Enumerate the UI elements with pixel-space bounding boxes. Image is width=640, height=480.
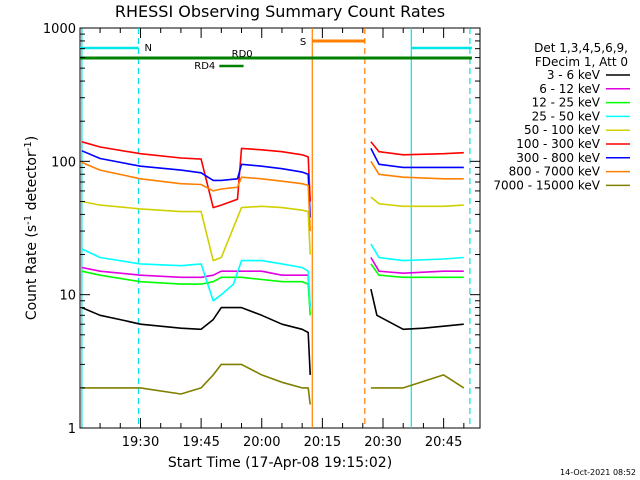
flag-label: RD0 xyxy=(232,49,253,60)
y-axis-ticks: 1 10 100 1000 xyxy=(43,22,480,437)
series-line xyxy=(370,196,464,208)
series-line xyxy=(370,288,464,331)
series-line xyxy=(370,160,464,180)
series-line xyxy=(370,243,464,262)
legend: Det 1,3,4,5,6,9, FDecim 1, Att 0 3 - 6 k… xyxy=(493,41,630,192)
y-axis-label-part: ) xyxy=(24,136,40,141)
series-line xyxy=(81,141,311,209)
series-line xyxy=(370,148,464,169)
legend-header-line: FDecim 1, Att 0 xyxy=(535,55,628,69)
legend-label: 800 - 7000 keV xyxy=(509,165,601,179)
y-axis-label-part: detector xyxy=(24,151,40,215)
series-line xyxy=(81,270,311,316)
legend-label: 50 - 100 keV xyxy=(524,123,601,137)
x-tick-label: 20:15 xyxy=(304,435,341,450)
series-lines xyxy=(81,141,465,405)
series-line xyxy=(81,363,311,405)
series-line xyxy=(370,257,464,274)
legend-header-line: Det 1,3,4,5,6,9, xyxy=(534,41,628,55)
series-line xyxy=(81,306,311,375)
plot-frame xyxy=(79,27,481,429)
legend-label: 100 - 300 keV xyxy=(516,137,600,151)
footer-timestamp: 14-Oct-2021 08:52 xyxy=(560,468,636,477)
y-tick-label: 10 xyxy=(59,289,76,304)
series-line xyxy=(370,263,464,279)
y-tick-label: 100 xyxy=(51,155,76,170)
series-line xyxy=(81,248,311,308)
x-tick-label: 19:45 xyxy=(182,435,219,450)
y-tick-label: 1000 xyxy=(43,22,76,37)
chart-title: RHESSI Observing Summary Count Rates xyxy=(115,2,445,21)
flag-label: N xyxy=(144,43,151,54)
flag-label: S xyxy=(300,37,306,48)
series-line xyxy=(81,200,311,262)
series-line xyxy=(81,161,311,232)
series-line xyxy=(370,141,464,156)
x-tick-label: 20:30 xyxy=(364,435,401,450)
x-tick-label: 20:00 xyxy=(243,435,280,450)
x-tick-label: 20:45 xyxy=(425,435,462,450)
y-tick-label: 1 xyxy=(68,422,76,437)
series-line xyxy=(81,150,311,218)
series-line xyxy=(81,266,311,308)
x-axis-label: Start Time (17-Apr-08 19:15:02) xyxy=(168,455,392,471)
plot-area: N S RD0 RD4 1 10 100 1000 19:30 19:45 20:00 20:15… xyxy=(43,22,481,450)
y-axis-label-sup: -1 xyxy=(23,215,34,225)
flag-bars: N S RD0 RD4 xyxy=(80,37,472,72)
series-line xyxy=(370,374,465,389)
y-axis-label-part: Count Rate (s xyxy=(24,225,40,320)
legend-label: 7000 - 15000 keV xyxy=(493,178,600,192)
legend-label: 3 - 6 keV xyxy=(547,68,601,82)
x-axis-ticks: 19:30 19:45 20:00 20:15 20:30 20:45 xyxy=(99,28,465,450)
marker-lines xyxy=(81,28,471,428)
legend-label: 6 - 12 keV xyxy=(539,82,601,96)
legend-label: 300 - 800 keV xyxy=(516,151,600,165)
y-axis-label: Count Rate (s-1 detector-1) xyxy=(23,136,40,320)
legend-label: 12 - 25 keV xyxy=(532,96,601,110)
flag-label: RD4 xyxy=(194,61,215,72)
legend-label: 25 - 50 keV xyxy=(532,109,601,123)
y-axis-label-sup: -1 xyxy=(23,141,34,151)
x-tick-label: 19:30 xyxy=(122,435,159,450)
